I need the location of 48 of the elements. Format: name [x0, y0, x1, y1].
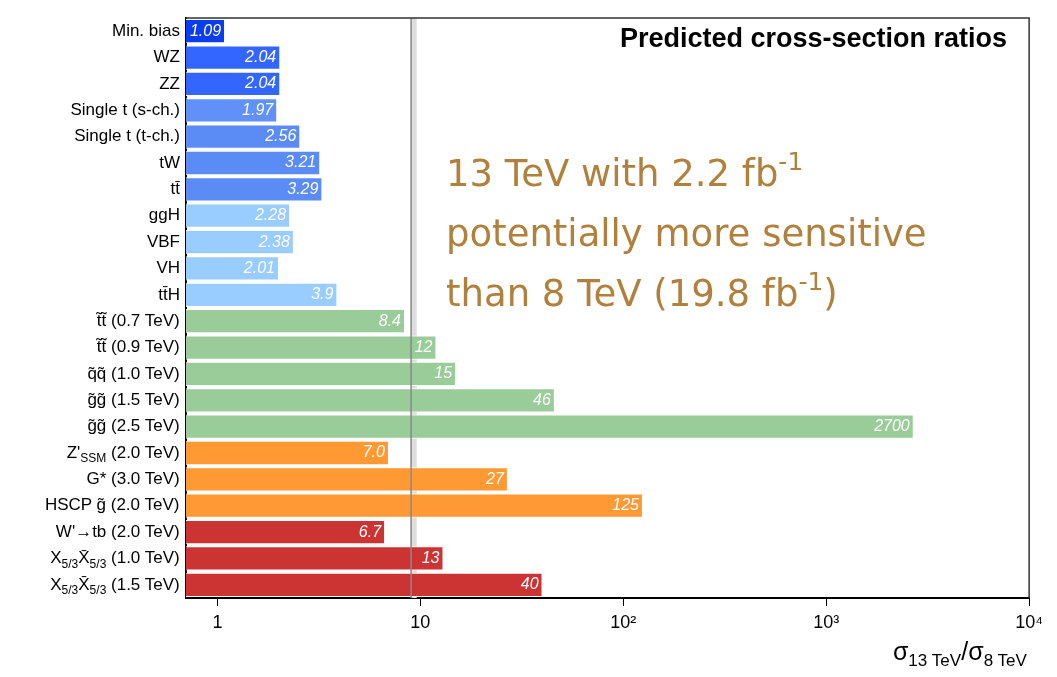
y-tick-label: tt̄: [170, 179, 181, 199]
chart-title: Predicted cross-section ratios: [619, 23, 1008, 54]
data-label: 3.29: [287, 179, 319, 197]
y-tick-label: HSCP g̃ (2.0 TeV): [44, 495, 180, 515]
y-tick-label: t̃t̃ (0.9 TeV): [95, 336, 180, 357]
data-label: 1.09: [189, 21, 222, 39]
data-label: 6.7: [358, 522, 383, 540]
data-label: 2.04: [244, 48, 277, 65]
y-tick-label: tW: [159, 152, 181, 172]
x-tick-label: 10⁴: [1015, 611, 1043, 632]
data-label: 2.38: [257, 232, 290, 250]
data-label: 2700: [873, 417, 910, 435]
y-tick-label: g̃g̃ (1.5 TeV): [87, 389, 180, 409]
y-tick-label: ZZ: [159, 73, 181, 93]
data-label: 2.01: [242, 258, 275, 276]
data-label: 27: [485, 469, 505, 487]
data-label: 7.0: [362, 443, 386, 461]
y-tick-label: VBF: [146, 231, 180, 251]
y-tick-label: W'→tb (2.0 TeV): [55, 521, 180, 541]
y-tick-label: Single t (s-ch.): [70, 99, 181, 119]
annotation: potentially more sensitive: [446, 211, 927, 255]
data-label: 2.28: [253, 206, 287, 224]
y-tick-label: ggH: [148, 205, 180, 225]
y-tick-label: Single t (t-ch.): [74, 126, 180, 146]
x-tick-label: 10³: [813, 611, 840, 632]
y-tick-label: WZ: [153, 47, 181, 67]
y-tick-label: t̃t̃ (0.7 TeV): [95, 310, 180, 330]
data-label: 15: [434, 364, 453, 382]
y-tick-label: Min. bias: [111, 20, 181, 40]
data-label: 2.04: [244, 74, 277, 92]
data-label: 1.97: [242, 100, 275, 118]
x-tick-label: 10: [410, 611, 431, 632]
x-tick-label: 1: [212, 611, 223, 632]
y-tick-label: q̃q̃ (1.0 TeV): [87, 363, 180, 383]
data-label: 46: [533, 390, 551, 408]
y-tick-label: tt̄H: [158, 284, 181, 304]
data-label: 2.56: [264, 127, 297, 145]
y-tick-label: VH: [156, 258, 181, 278]
data-label: 40: [520, 575, 539, 593]
data-label: 13: [421, 548, 440, 566]
data-label: 125: [612, 496, 640, 514]
y-tick-label: G* (3.0 TeV): [86, 469, 180, 489]
data-label: 3.21: [285, 153, 317, 171]
data-label: 12: [414, 338, 433, 355]
y-tick-label: g̃g̃ (2.5 TeV): [87, 416, 180, 436]
data-label: 8.4: [378, 311, 402, 329]
x-tick-label: 10²: [610, 611, 637, 632]
data-label: 3.9: [311, 285, 334, 303]
